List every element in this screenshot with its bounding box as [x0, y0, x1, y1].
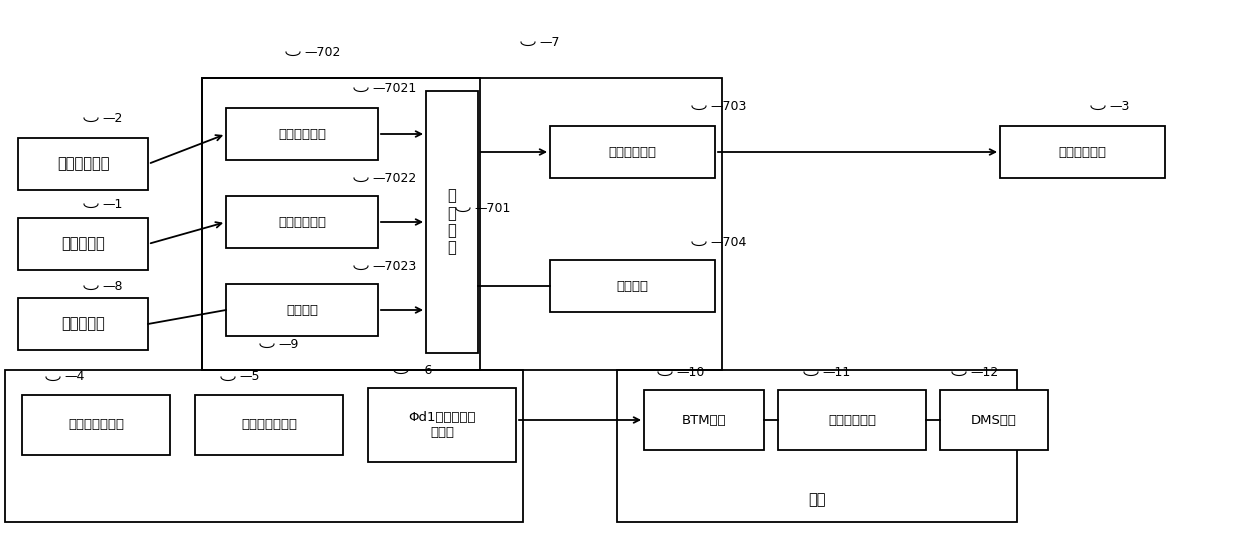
- Text: Φd1最小能量检
测单元: Φd1最小能量检 测单元: [408, 411, 476, 439]
- Text: —7023: —7023: [372, 259, 417, 273]
- Bar: [226, 284, 378, 336]
- Text: —7021: —7021: [372, 82, 417, 95]
- Bar: [940, 390, 1048, 450]
- Bar: [195, 395, 343, 455]
- Text: —703: —703: [711, 100, 746, 113]
- Text: —7022: —7022: [372, 171, 417, 184]
- Bar: [551, 260, 715, 312]
- Text: —7: —7: [539, 35, 559, 48]
- Bar: [202, 78, 480, 370]
- Text: 通信单元: 通信单元: [286, 304, 317, 317]
- Text: 车轮传感器: 车轮传感器: [61, 237, 105, 251]
- Text: BTM天线: BTM天线: [682, 413, 727, 426]
- Bar: [644, 390, 764, 450]
- Text: —1: —1: [102, 197, 123, 211]
- Bar: [22, 395, 170, 455]
- Text: —4: —4: [64, 370, 84, 384]
- Bar: [618, 370, 1017, 522]
- Text: 地面服务器: 地面服务器: [61, 317, 105, 331]
- Text: 列车: 列车: [808, 492, 826, 508]
- Bar: [777, 390, 926, 450]
- Text: 主
控
单
元: 主 控 单 元: [448, 188, 456, 256]
- Text: 列车车载设备: 列车车载设备: [828, 413, 875, 426]
- Bar: [19, 218, 148, 270]
- Bar: [19, 298, 148, 350]
- Text: —6: —6: [412, 363, 433, 376]
- Bar: [999, 126, 1166, 178]
- Text: DMS系统: DMS系统: [971, 413, 1017, 426]
- Text: —704: —704: [711, 236, 746, 249]
- Text: 下频偏检测单元: 下频偏检测单元: [241, 418, 298, 431]
- Text: 频谱检测单元: 频谱检测单元: [1059, 145, 1106, 158]
- Text: —11: —11: [822, 366, 851, 379]
- Bar: [226, 108, 378, 160]
- Text: —9: —9: [278, 337, 299, 350]
- Bar: [19, 138, 148, 190]
- Bar: [226, 196, 378, 248]
- Text: 磁钢采集单元: 磁钢采集单元: [278, 215, 326, 228]
- Text: —3: —3: [1109, 100, 1130, 113]
- Text: —702: —702: [304, 46, 340, 59]
- Text: —2: —2: [102, 112, 123, 125]
- Bar: [202, 78, 722, 370]
- Text: 电源单元: 电源单元: [616, 280, 649, 293]
- Text: —701: —701: [474, 201, 511, 214]
- Bar: [551, 126, 715, 178]
- Text: —12: —12: [970, 366, 998, 379]
- Text: —5: —5: [239, 370, 259, 384]
- Text: 频谱分析单元: 频谱分析单元: [609, 145, 656, 158]
- Bar: [427, 91, 477, 353]
- Text: 激光采集单元: 激光采集单元: [278, 127, 326, 140]
- Bar: [368, 388, 516, 462]
- Text: 激光测高单元: 激光测高单元: [57, 157, 109, 171]
- Bar: [5, 370, 523, 522]
- Text: —8: —8: [102, 280, 123, 293]
- Text: —10: —10: [676, 366, 704, 379]
- Text: 上频偏检测单元: 上频偏检测单元: [68, 418, 124, 431]
